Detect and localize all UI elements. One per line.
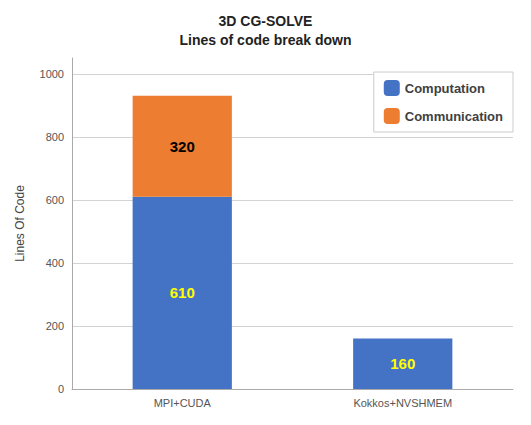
svg-text:200: 200 — [46, 320, 64, 332]
svg-text:Communication: Communication — [405, 109, 503, 124]
svg-text:600: 600 — [46, 194, 64, 206]
svg-text:Computation: Computation — [405, 81, 485, 96]
svg-text:Lines of code break down: Lines of code break down — [180, 32, 352, 48]
svg-text:160: 160 — [390, 355, 415, 372]
svg-text:610: 610 — [170, 284, 195, 301]
svg-text:0: 0 — [58, 383, 64, 395]
svg-text:1000: 1000 — [40, 68, 64, 80]
svg-text:400: 400 — [46, 257, 64, 269]
svg-text:Kokkos+NVSHMEM: Kokkos+NVSHMEM — [353, 397, 452, 409]
svg-text:800: 800 — [46, 131, 64, 143]
svg-text:MPI+CUDA: MPI+CUDA — [154, 397, 212, 409]
svg-text:320: 320 — [170, 138, 195, 155]
svg-text:Lines Of Code: Lines Of Code — [13, 185, 27, 262]
svg-text:3D CG-SOLVE: 3D CG-SOLVE — [219, 13, 313, 29]
